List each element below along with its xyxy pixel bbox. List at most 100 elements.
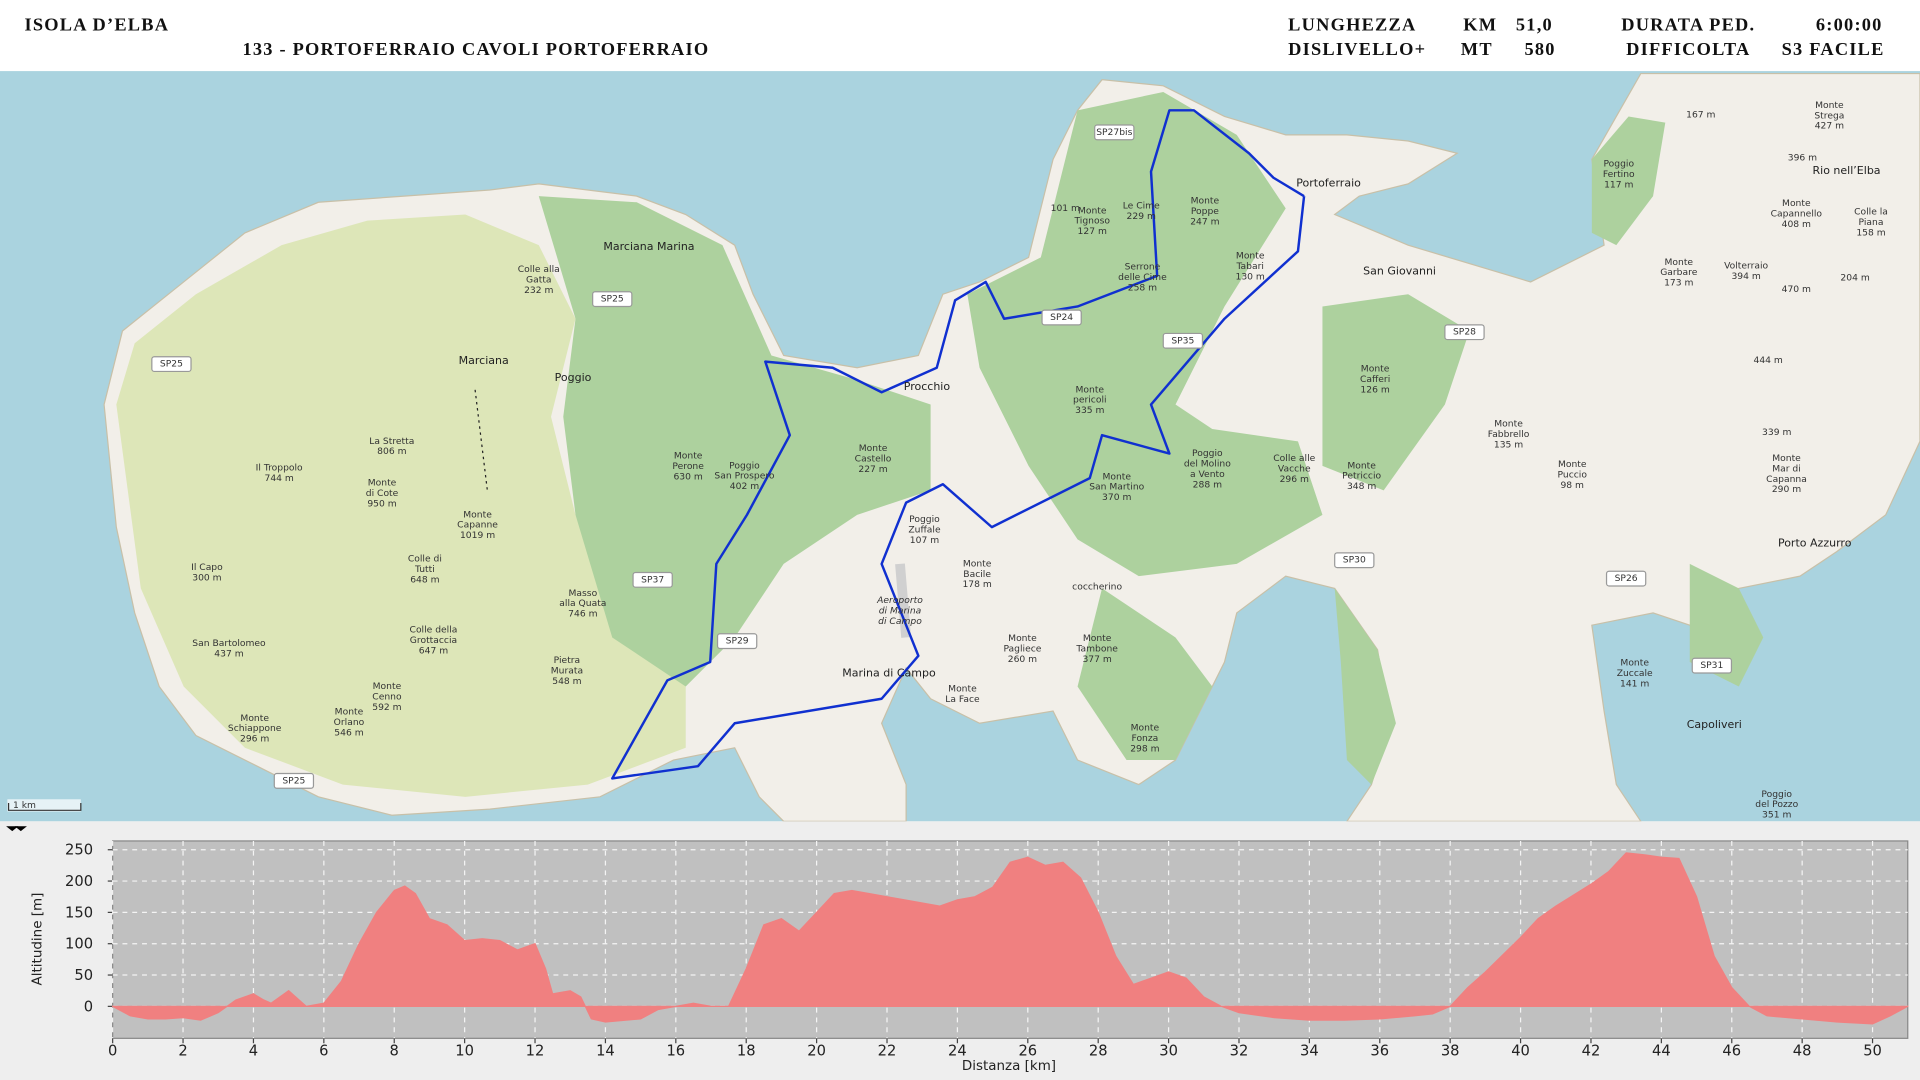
peak-label: Colle la xyxy=(1854,207,1888,218)
road-shield xyxy=(151,356,192,373)
place-label: Procchio xyxy=(904,380,951,393)
peak-label: 648 m xyxy=(410,574,439,585)
place-label: San Giovanni xyxy=(1363,265,1436,278)
peak-label: Monte xyxy=(1076,384,1105,395)
peak-label: 548 m xyxy=(552,676,581,687)
x-tick-label: 6 xyxy=(319,1042,328,1059)
peak-label: di Campo xyxy=(878,616,922,627)
peak-label: Monte xyxy=(368,477,397,488)
x-tick-label: 26 xyxy=(1018,1042,1037,1059)
road-label: SP29 xyxy=(726,636,749,647)
peak-label: 630 m xyxy=(673,471,702,482)
peak-label: San Martino xyxy=(1089,482,1144,493)
peak-label: Capannello xyxy=(1771,208,1823,219)
x-tick-label: 30 xyxy=(1159,1042,1178,1059)
peak-label: Cafferi xyxy=(1360,374,1390,385)
place-label: Capoliveri xyxy=(1687,718,1742,731)
peak-label: 204 m xyxy=(1840,273,1869,284)
cable-car xyxy=(474,389,488,491)
scale-bar xyxy=(7,802,82,811)
peak-label: Monte xyxy=(1347,460,1376,471)
peak-label: Monte xyxy=(373,681,402,692)
peak-label: La Stretta xyxy=(369,436,414,447)
subtitle: 133 - PORTOFERRAIO CAVOLI PORTOFERRAIO xyxy=(242,39,709,59)
x-tick-label: 16 xyxy=(666,1042,685,1059)
peak-label: Monte xyxy=(1008,633,1037,644)
peak-label: 806 m xyxy=(377,446,406,457)
x-tick-label: 48 xyxy=(1793,1042,1812,1059)
peak-label: Colle della xyxy=(410,625,458,636)
x-tick-label: 46 xyxy=(1722,1042,1741,1059)
peak-label: Fonza xyxy=(1131,733,1158,744)
peak-label: 300 m xyxy=(192,572,221,583)
peak-label: Garbare xyxy=(1660,267,1697,278)
stat-value: S3 FACILE xyxy=(1782,39,1885,59)
route xyxy=(611,109,1306,780)
peak-label: Monte xyxy=(1361,363,1390,374)
x-tick-label: 10 xyxy=(455,1042,474,1059)
x-tick-label: 24 xyxy=(948,1042,967,1059)
road-label: SP31 xyxy=(1700,660,1723,671)
x-tick-label: 22 xyxy=(878,1042,897,1059)
road-label: SP28 xyxy=(1453,327,1476,338)
forest xyxy=(538,91,1764,785)
peak-label: Poggio xyxy=(1761,789,1792,800)
peak-label: 394 m xyxy=(1731,271,1760,282)
road-label: SP26 xyxy=(1615,573,1638,584)
stat-unit: MT xyxy=(1461,39,1493,59)
stat-unit: KM xyxy=(1463,15,1497,35)
road-shield xyxy=(1605,570,1647,587)
peak-label: 546 m xyxy=(334,728,363,739)
place-label: Poggio xyxy=(555,371,592,384)
collapse-icon[interactable] xyxy=(14,826,27,832)
road-shield xyxy=(1094,124,1135,141)
peak-label: alla Quata xyxy=(559,598,606,609)
peak-label: 339 m xyxy=(1762,427,1791,438)
stat-label: LUNGHEZZA xyxy=(1288,15,1416,35)
peak-label: Monte xyxy=(1078,205,1107,216)
stat-value: 51,0 xyxy=(1516,15,1553,35)
peak-label: Fertino xyxy=(1603,169,1635,180)
peak-label: 130 m xyxy=(1236,271,1265,282)
peak-label: 141 m xyxy=(1620,678,1649,689)
peak-label: 470 m xyxy=(1782,284,1811,295)
peak-label: Monte xyxy=(335,707,364,718)
stat-value: 6:00:00 xyxy=(1816,15,1883,35)
road-shield xyxy=(1444,324,1485,341)
stat-label: DIFFICOLTA xyxy=(1626,39,1750,59)
peak-label: 127 m xyxy=(1078,226,1107,237)
peak-label: Monte xyxy=(1782,198,1811,209)
x-tick-label: 40 xyxy=(1511,1042,1530,1059)
peak-label: Monte xyxy=(1772,453,1801,464)
peak-label: 348 m xyxy=(1347,481,1376,492)
collapse-icon[interactable] xyxy=(6,826,19,832)
peak-label: Monte xyxy=(463,509,492,520)
peak-label: 229 m xyxy=(1127,211,1156,222)
road-label: SP37 xyxy=(641,574,664,585)
peak-label: Monte xyxy=(1191,195,1220,206)
peak-label: del Pozzo xyxy=(1755,799,1798,810)
y-tick-label: 250 xyxy=(65,842,93,859)
peak-label: Monte xyxy=(1620,658,1649,669)
peak-label: 592 m xyxy=(372,702,401,713)
peak-label: 258 m xyxy=(1128,283,1157,294)
x-tick-label: 44 xyxy=(1652,1042,1671,1059)
peak-label: 247 m xyxy=(1190,216,1219,227)
peak-label: Monte xyxy=(1083,633,1112,644)
peak-label: Tignoso xyxy=(1073,216,1110,227)
x-tick-label: 12 xyxy=(526,1042,545,1059)
peak-label: Il Troppolo xyxy=(256,463,303,474)
peak-label: Zuccale xyxy=(1617,668,1653,679)
peak-label: Grottaccia xyxy=(410,635,457,646)
peak-label: Tambone xyxy=(1075,644,1118,655)
peak-label: delle Cime xyxy=(1118,272,1167,283)
peak-label: Bacile xyxy=(963,569,991,580)
peak-label: a Vento xyxy=(1190,469,1225,480)
road-shield xyxy=(716,633,758,650)
peak-label: Piana xyxy=(1859,217,1884,228)
peak-label: San Bartolomeo xyxy=(192,638,266,649)
road-shield xyxy=(1691,657,1733,674)
stat-value: 580 xyxy=(1524,39,1555,59)
peak-label: Le Cime xyxy=(1123,200,1160,211)
